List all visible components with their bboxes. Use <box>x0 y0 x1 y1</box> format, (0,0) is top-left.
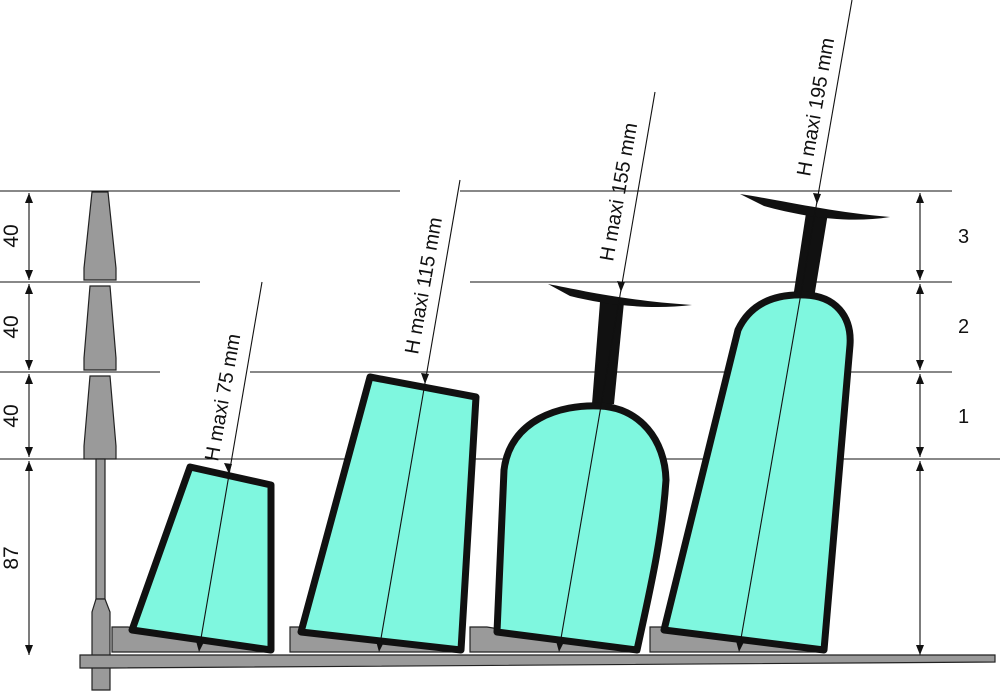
rack-tray <box>79 654 996 669</box>
dim-arrows-40-mid <box>25 284 33 370</box>
dim-arrows-level2 <box>916 284 924 370</box>
left-dimension-lines <box>25 193 33 655</box>
rack-post <box>95 458 106 600</box>
glass-4-foot <box>740 194 890 220</box>
rack-tine-middle <box>83 285 117 371</box>
leader-glass-2 <box>378 179 461 651</box>
dimension-label-middle: 40 <box>0 315 23 338</box>
glass-3-foot <box>548 284 692 307</box>
glass-3-stem <box>592 302 624 404</box>
height-label-glass-4: H maxi 195 mm <box>793 36 839 178</box>
rack-tine-column <box>83 191 117 691</box>
rack-post-foot <box>91 598 111 691</box>
height-label-glass-1: H maxi 75 mm <box>201 332 245 463</box>
glass-2-body <box>297 373 480 654</box>
height-label-glass-3: H maxi 155 mm <box>596 121 642 263</box>
glass-3-bowl <box>493 402 670 654</box>
level-number-2: 2 <box>958 316 969 338</box>
glass-4-body <box>660 291 854 654</box>
dimension-label-base: 87 <box>0 546 23 569</box>
rack-tine-lower <box>83 375 117 460</box>
leader-glass-3 <box>558 91 656 651</box>
height-label-glass-2: H maxi 115 mm <box>401 216 447 356</box>
glass-1-body <box>128 463 275 654</box>
dim-arrows-level1 <box>916 374 924 457</box>
height-leader-lines <box>196 0 853 652</box>
right-dimension-lines <box>916 193 924 655</box>
dim-arrows-40-top <box>25 193 33 280</box>
glass-1-tumbler-short <box>128 463 275 654</box>
dimension-label-lower: 40 <box>0 404 23 427</box>
dim-arrows-40-low <box>25 374 33 457</box>
leader-glass-4 <box>738 0 853 651</box>
level-number-1: 1 <box>958 406 969 428</box>
level-number-3: 3 <box>958 226 969 248</box>
dimension-label-top: 40 <box>0 224 23 247</box>
rack-tine-top <box>83 191 117 281</box>
glass-4-flute-glass <box>660 194 890 654</box>
glass-4-stem <box>793 213 828 298</box>
glass-3-wine-glass <box>493 284 692 654</box>
dim-arrows-level3 <box>916 193 924 280</box>
glass-2-tumbler-tall <box>297 373 480 654</box>
